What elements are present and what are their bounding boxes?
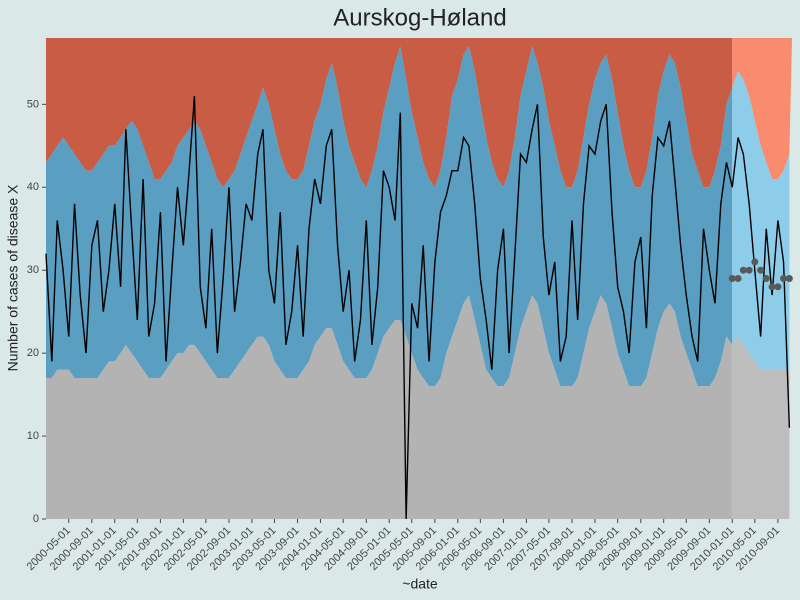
chart-title: Aurskog-Høland [333, 4, 506, 31]
x-axis-label: ~date [402, 576, 438, 592]
prediction-point [751, 258, 759, 266]
baseline-area [46, 295, 733, 519]
threshold-band [46, 46, 733, 387]
y-tick-label: 0 [33, 513, 39, 525]
y-tick-label: 20 [27, 347, 39, 359]
prediction-point [734, 275, 742, 282]
y-tick-label: 10 [27, 430, 39, 442]
y-tick-label: 30 [27, 264, 39, 276]
baseline-area [732, 336, 790, 519]
y-axis-label: Number of cases of disease X [5, 184, 21, 371]
data-line [45, 96, 791, 520]
region [732, 38, 792, 519]
prediction-point [745, 266, 753, 274]
y-tick-label: 50 [27, 98, 39, 110]
prediction-point [780, 275, 788, 282]
prediction-point [762, 275, 770, 282]
prediction-point [785, 275, 793, 282]
prediction-point [757, 266, 765, 274]
prediction-point [728, 275, 736, 282]
y-tick-label: 40 [27, 181, 39, 193]
prediction-point [774, 283, 782, 291]
above-upper-area [46, 38, 733, 188]
prediction-point [768, 283, 776, 291]
region [46, 38, 733, 519]
prediction-point [739, 266, 747, 274]
above-upper-area [732, 38, 792, 179]
threshold-band [732, 71, 790, 370]
